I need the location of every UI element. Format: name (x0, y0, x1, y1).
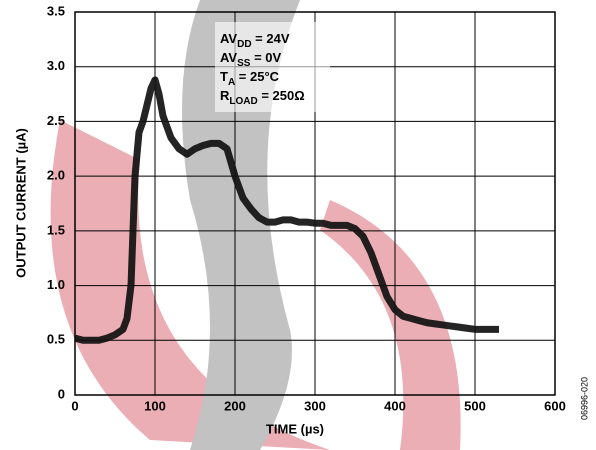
y-tick-label: 3.5 (47, 3, 65, 18)
data-line (74, 76, 499, 344)
figure-id: 06996-020 (579, 377, 589, 420)
watermark-swoosh (182, 0, 300, 450)
x-tick-label: 0 (71, 398, 78, 413)
y-tick-label: 1.5 (47, 222, 65, 237)
watermark (50, 0, 461, 450)
y-tick-label: 2.5 (47, 113, 65, 128)
watermark-swoosh (320, 200, 461, 450)
annotation: RLOAD = 250Ω (220, 88, 305, 106)
y-axis-label: OUTPUT CURRENT (µA) (13, 128, 28, 278)
annotation-main: AV (220, 31, 237, 46)
annotation-background (215, 22, 330, 112)
annotation-rest: = 25°C (235, 69, 279, 84)
y-tick-label: 1.0 (47, 277, 65, 292)
annotation-main: AV (220, 50, 237, 65)
x-tick-label: 100 (144, 398, 166, 413)
annotation-sub: SS (237, 58, 251, 69)
watermark-swoosh (50, 120, 331, 450)
annotation: TA = 25°C (220, 69, 280, 87)
y-tick-label: 0.5 (47, 332, 65, 347)
y-tick-label: 3.0 (47, 58, 65, 73)
annotation-main: R (220, 88, 230, 103)
annotation-rest: = 0V (250, 50, 281, 65)
y-tick-label: 2.0 (47, 168, 65, 183)
x-tick-label: 600 (544, 398, 566, 413)
annotation: AVSS = 0V (220, 50, 281, 68)
annotation: AVDD = 24V (220, 31, 290, 49)
y-tick-label: 0 (58, 386, 65, 401)
x-tick-label: 300 (304, 398, 326, 413)
plot-border (74, 11, 556, 396)
annotation-rest: = 24V (252, 31, 290, 46)
annotation-rest: = 250Ω (258, 88, 305, 103)
annotation-sub: A (228, 77, 235, 88)
x-tick-label: 200 (224, 398, 246, 413)
x-tick-label: 500 (464, 398, 486, 413)
annotation-sub: LOAD (229, 96, 257, 107)
annotation-main: T (220, 69, 228, 84)
x-tick-label: 400 (384, 398, 406, 413)
x-axis-label: TIME (µs) (266, 421, 324, 436)
annotation-sub: DD (237, 39, 251, 50)
